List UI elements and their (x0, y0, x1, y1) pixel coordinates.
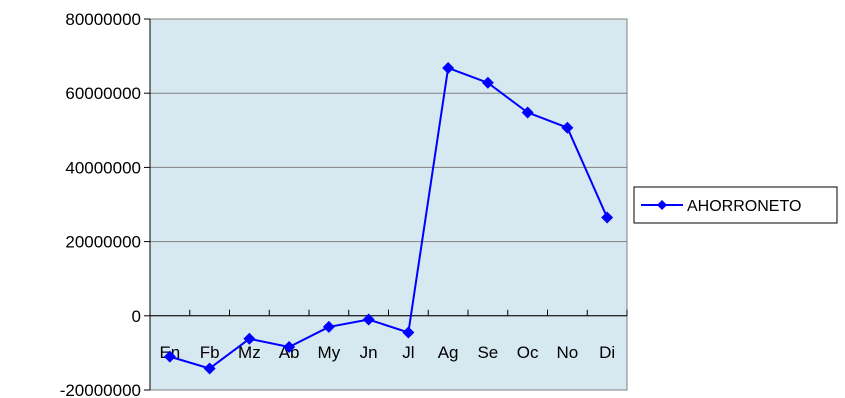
data-point-marker (402, 326, 415, 339)
data-point-marker (442, 61, 455, 74)
x-tick-label: Mz (238, 343, 261, 362)
x-tick-label: Fb (200, 343, 220, 362)
series-ahorroneto (163, 61, 614, 375)
data-point-marker (481, 76, 494, 89)
data-point-marker (362, 313, 375, 326)
y-tick-label: 0 (132, 307, 141, 326)
data-point-marker (203, 362, 216, 375)
series-line (169, 66, 609, 370)
data-point-marker (521, 106, 534, 119)
legend: AHORRONETO (633, 186, 838, 224)
data-point-marker (163, 350, 176, 363)
x-tick-label: Oc (517, 343, 539, 362)
y-tick-label: 80000000 (65, 10, 141, 29)
y-axis-ticks: 80000000 60000000 40000000 20000000 0 -200000… (60, 10, 150, 398)
y-tick-label: 40000000 (65, 158, 141, 177)
data-point-marker (243, 332, 256, 345)
y-tick-label: 20000000 (65, 233, 141, 252)
x-tick-label: Jn (360, 343, 378, 362)
legend-label: AHORRONETO (687, 198, 801, 215)
x-tick-label: No (557, 343, 579, 362)
data-point-marker (601, 211, 614, 224)
data-point-marker (322, 320, 335, 333)
x-tick-label: Se (477, 343, 498, 362)
legend-marker (657, 200, 667, 210)
x-tick-label: My (318, 343, 341, 362)
plot-area (149, 18, 628, 391)
data-point-marker (561, 121, 574, 134)
y-tick-label: -20000000 (60, 381, 141, 398)
x-tick-label: Ag (438, 343, 459, 362)
data-point-marker (283, 340, 296, 353)
x-tick-label: Di (599, 343, 615, 362)
x-tick-label: Jl (402, 343, 414, 362)
y-tick-label: 60000000 (65, 84, 141, 103)
